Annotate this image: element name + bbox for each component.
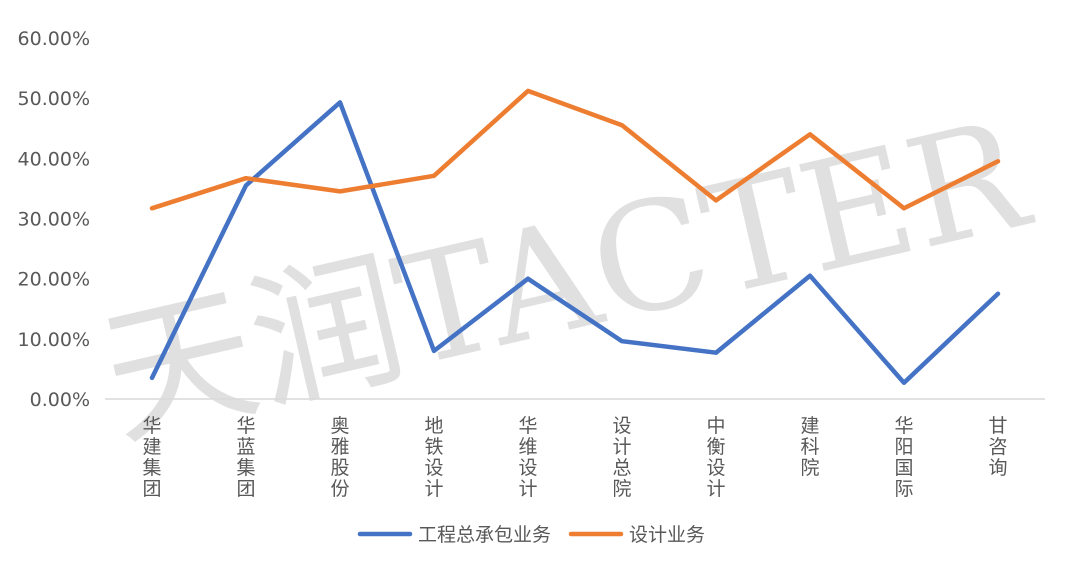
y-tick-label: 30.00% [18, 209, 90, 231]
legend-label-0: 工程总承包业务 [418, 524, 551, 546]
y-axis-tick-labels: 0.00% 10.00% 20.00% 30.00% 40.00% 50.00% 60.00… [18, 28, 90, 411]
y-tick-label: 50.00% [18, 88, 90, 110]
y-tick-label: 0.00% [30, 389, 90, 411]
series-line-0 [149, 100, 1001, 386]
y-tick-label: 40.00% [18, 148, 90, 170]
x-tick-label: 建科院 [800, 415, 819, 479]
series-line-1 [149, 88, 1001, 211]
y-tick-label: 20.00% [18, 269, 90, 291]
x-tick-label: 奥雅股份 [330, 415, 349, 500]
watermark: 天润TACTER [88, 87, 1044, 468]
x-tick-label: 地铁设计 [424, 415, 443, 500]
x-tick-label: 设计总院 [612, 415, 631, 500]
y-tick-label: 60.00% [18, 28, 90, 50]
x-axis-tick-labels: 华建集团 华蓝集团 奥雅股份 地铁设计 华维设计 设计总院 中衡设计 建科院 华阳国际 甘咨询 [142, 415, 1007, 500]
x-tick-label: 中衡设计 [706, 415, 725, 500]
legend: 工程总承包业务 设计业务 [357, 524, 705, 546]
series-lines [149, 88, 1001, 386]
x-tick-label: 甘咨询 [988, 415, 1007, 479]
x-tick-label: 华阳国际 [894, 415, 913, 500]
legend-label-1: 设计业务 [629, 524, 705, 546]
y-tick-label: 10.00% [18, 329, 90, 351]
x-tick-label: 华维设计 [518, 415, 537, 500]
x-tick-label: 华蓝集团 [236, 415, 255, 500]
x-tick-label: 华建集团 [142, 415, 161, 500]
